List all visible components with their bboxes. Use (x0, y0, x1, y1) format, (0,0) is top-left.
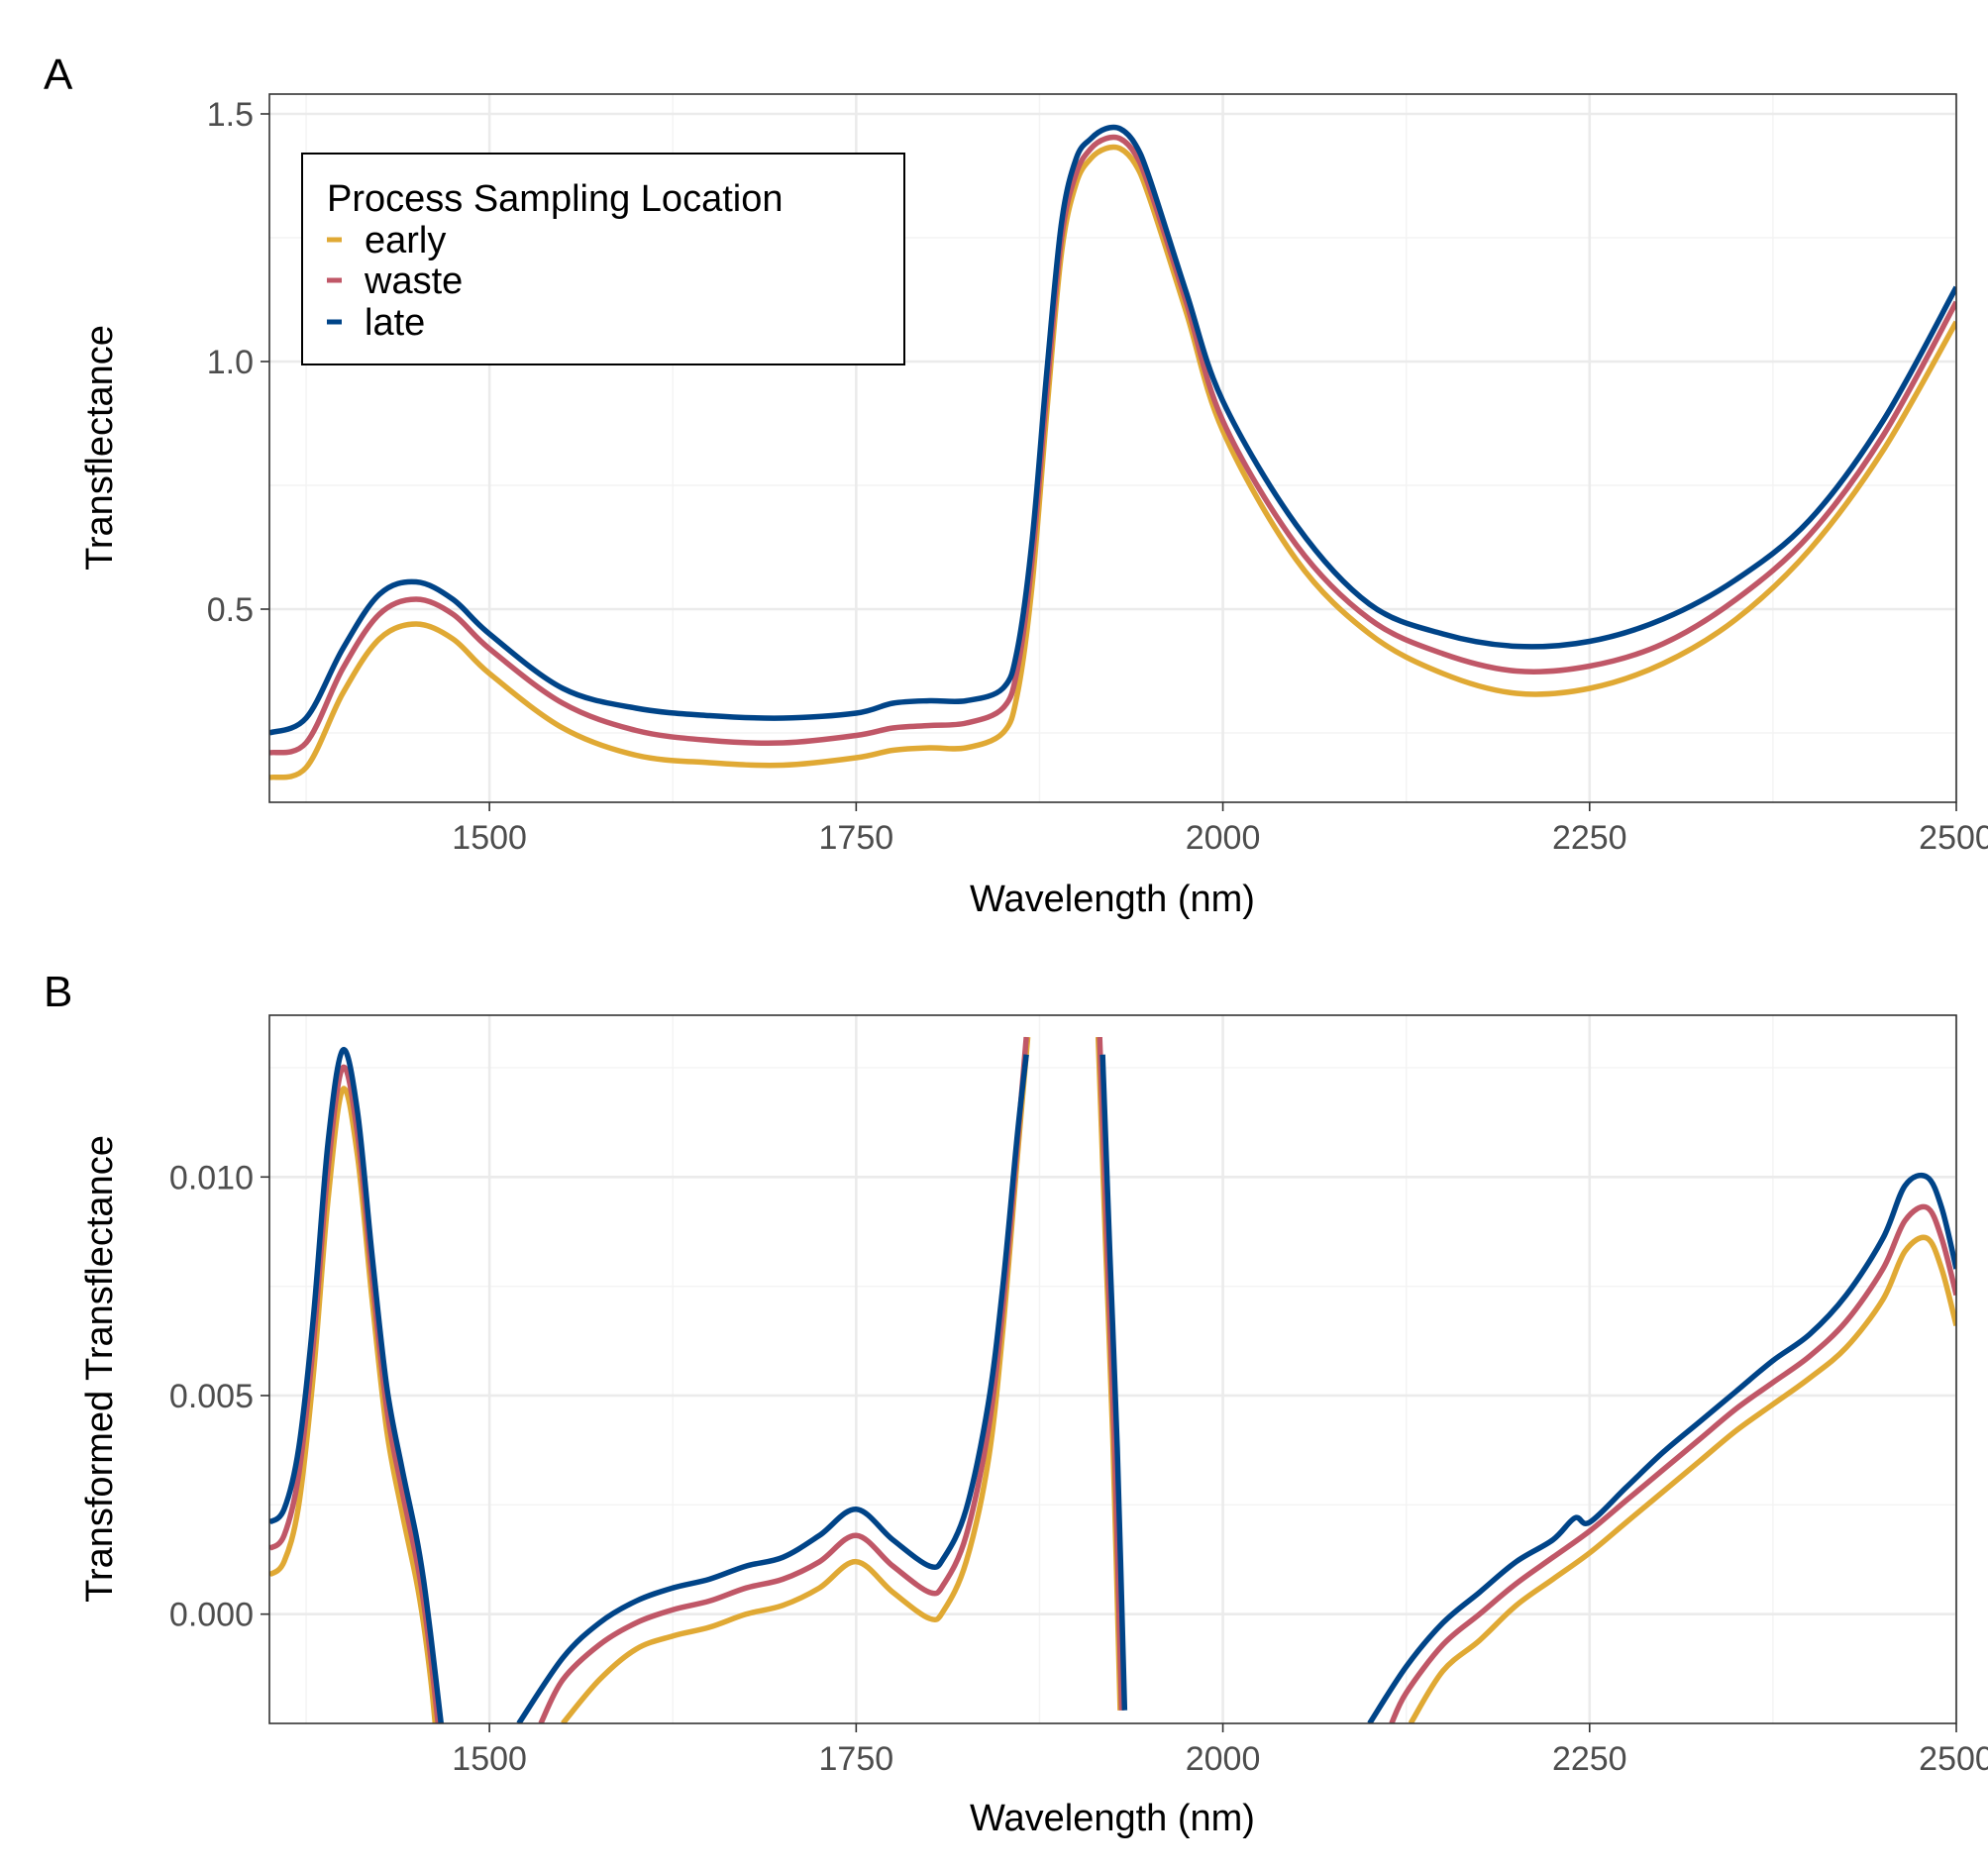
x-tick-label: 2250 (1552, 1740, 1627, 1778)
x-tick-label: 1500 (452, 1740, 527, 1778)
series-line-late (269, 124, 1956, 736)
series-line-waste (1389, 1203, 1956, 1723)
x-tick-label: 2500 (1919, 819, 1988, 857)
legend: Process Sampling Location early waste la… (301, 153, 905, 365)
series-line-early (561, 1036, 1031, 1723)
panel-a-x-axis-title: Wavelength (nm) (970, 879, 1255, 920)
x-tick-label: 1500 (452, 819, 527, 857)
y-tick-label: 0.005 (169, 1378, 254, 1415)
panel-a-tag: A (44, 51, 73, 99)
series-line-waste (538, 1036, 1029, 1723)
x-tick-label: 1750 (819, 1740, 894, 1778)
x-tick-label: 2000 (1186, 819, 1261, 857)
legend-label-waste: waste (364, 260, 463, 302)
y-tick-label: 0.010 (169, 1159, 254, 1196)
series-line-late (1099, 1054, 1128, 1711)
panel-b-x-axis-title: Wavelength (nm) (970, 1798, 1255, 1839)
panel-a: A 1500 1750 2000 2250 2500 0.5 1.0 1.5 Waveleng… (44, 51, 1988, 920)
panel-b-y-axis-title: Transformed Transflectance (79, 1135, 121, 1603)
series-line-early (269, 1086, 439, 1723)
panel-b-tag: B (44, 968, 72, 1016)
series-group (269, 1036, 1956, 1723)
x-tick-label: 2000 (1186, 1740, 1261, 1778)
legend-label-late: late (365, 302, 425, 344)
y-tick-label: 1.5 (207, 96, 254, 134)
panel-b-frame (268, 1014, 1957, 1724)
x-tick-label: 2500 (1919, 1740, 1988, 1778)
series-line-early (1408, 1234, 1956, 1723)
series-line-late (1367, 1172, 1956, 1723)
panel-a-lines (269, 124, 1956, 780)
panel-b: B 1500 1750 2000 2250 2500 0.000 0.005 0.010 Wa… (44, 968, 1988, 1839)
panel-b-ticks: 1500 1750 2000 2250 2500 0.000 0.005 0.010 (169, 1159, 1988, 1778)
series-group (269, 124, 1956, 780)
legend-title: Process Sampling Location (327, 178, 783, 220)
panel-b-lines (269, 1036, 1956, 1723)
y-tick-label: 1.0 (207, 344, 254, 381)
series-line-late (269, 1047, 444, 1723)
legend-label-early: early (365, 220, 446, 261)
series-line-late (516, 1054, 1029, 1723)
legend-box (301, 153, 905, 365)
panel-a-y-axis-title: Transflectance (79, 325, 121, 571)
y-tick-label: 0.000 (169, 1597, 254, 1634)
y-tick-label: 0.5 (207, 591, 254, 629)
x-tick-label: 1750 (819, 819, 894, 857)
panel-a-ticks: 1500 1750 2000 2250 2500 0.5 1.0 1.5 (207, 96, 1988, 857)
x-tick-label: 2250 (1552, 819, 1627, 857)
panel-a-frame (268, 93, 1957, 803)
